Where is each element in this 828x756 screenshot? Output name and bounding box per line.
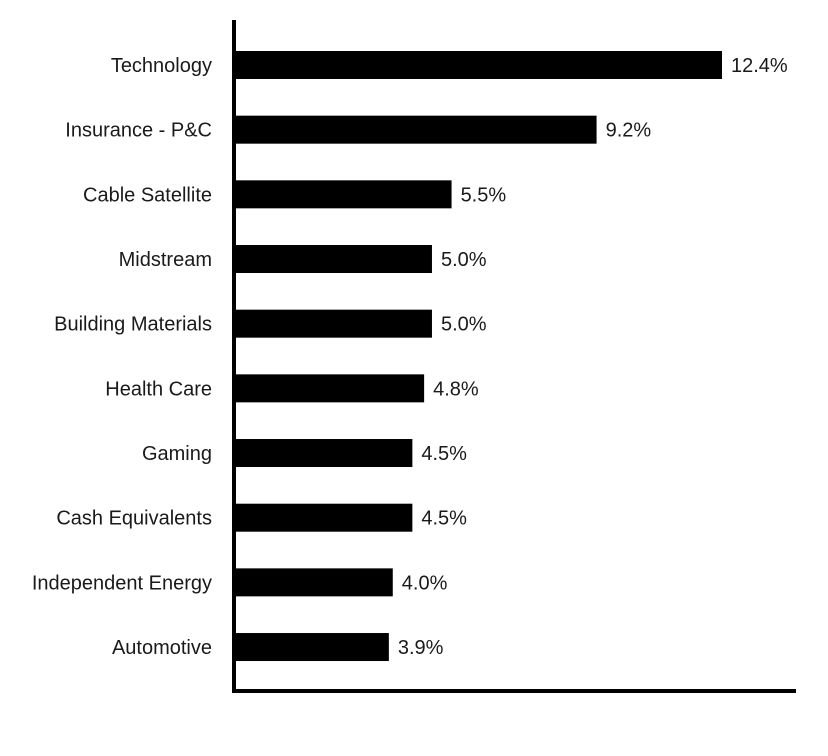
value-label-midstream: 5.0% [441,249,487,271]
value-labels: 12.4% 9.2% 5.5% 5.0% 5.0% 4.8% 4.5% 4.5% 4.0% 3.9… [398,55,788,659]
value-label-independent-energy: 4.0% [402,572,448,594]
bar-automotive [236,633,389,662]
value-label-automotive: 3.9% [398,637,444,659]
category-labels: Technology Insurance - P&C Cable Satellite… [32,55,212,659]
bar-technology [236,51,722,79]
category-label-building-materials: Building Materials [54,314,212,336]
bar-health-care [236,374,425,403]
value-label-building-materials: 5.0% [441,314,487,336]
bars [236,51,722,662]
bar-insurance-p-c [236,115,597,144]
bar-gaming [236,439,413,468]
category-label-automotive: Automotive [112,637,212,659]
bar-cash-equivalents [236,503,413,532]
category-label-technology: Technology [111,55,212,77]
category-label-insurance-p-c: Insurance - P&C [65,120,212,142]
bar-building-materials [236,309,432,338]
category-label-independent-energy: Independent Energy [32,572,212,594]
bar-independent-energy [236,568,393,597]
value-label-cash-equivalents: 4.5% [421,508,467,530]
value-label-health-care: 4.8% [433,378,479,400]
bar-cable-satellite [236,180,452,209]
value-label-cable-satellite: 5.5% [461,184,507,206]
value-label-technology: 12.4% [731,55,788,77]
value-label-gaming: 4.5% [421,443,467,465]
category-label-health-care: Health Care [105,378,212,400]
value-label-insurance-p-c: 9.2% [606,120,652,142]
category-label-gaming: Gaming [142,443,212,465]
category-label-cash-equivalents: Cash Equivalents [56,508,212,530]
bar-midstream [236,245,432,274]
category-label-cable-satellite: Cable Satellite [83,184,212,206]
category-label-midstream: Midstream [119,249,212,271]
